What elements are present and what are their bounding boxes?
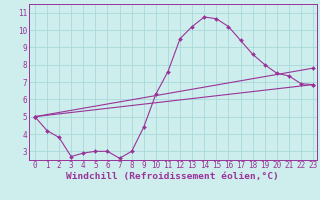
- X-axis label: Windchill (Refroidissement éolien,°C): Windchill (Refroidissement éolien,°C): [67, 172, 279, 181]
